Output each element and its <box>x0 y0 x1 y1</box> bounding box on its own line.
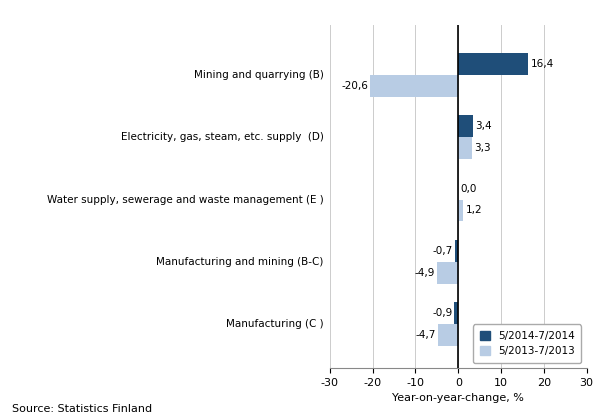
Text: -0,7: -0,7 <box>433 246 453 256</box>
Bar <box>437 262 458 284</box>
Bar <box>458 137 472 159</box>
X-axis label: Year-on-year-change, %: Year-on-year-change, % <box>392 393 524 403</box>
Bar <box>458 53 529 75</box>
Bar <box>370 75 458 97</box>
Text: Water supply, sewerage and waste management (E ): Water supply, sewerage and waste managem… <box>47 194 324 204</box>
Text: 16,4: 16,4 <box>530 59 554 69</box>
Bar <box>455 240 458 262</box>
Bar <box>438 324 458 346</box>
Text: 3,3: 3,3 <box>475 143 491 153</box>
Bar <box>458 115 473 137</box>
Text: -20,6: -20,6 <box>341 81 368 91</box>
Text: Source: Statistics Finland: Source: Statistics Finland <box>12 404 152 414</box>
Text: Mining and quarrying (B): Mining and quarrying (B) <box>194 70 324 80</box>
Legend: 5/2014-7/2014, 5/2013-7/2013: 5/2014-7/2014, 5/2013-7/2013 <box>474 324 581 363</box>
Text: -0,9: -0,9 <box>432 308 452 319</box>
Text: -4,9: -4,9 <box>415 268 435 278</box>
Text: Electricity, gas, steam, etc. supply  (D): Electricity, gas, steam, etc. supply (D) <box>121 132 324 142</box>
Text: Manufacturing and mining (B-C): Manufacturing and mining (B-C) <box>156 257 324 267</box>
Text: -4,7: -4,7 <box>415 330 436 340</box>
Text: Manufacturing (C ): Manufacturing (C ) <box>226 319 324 329</box>
Text: 0,0: 0,0 <box>461 184 477 194</box>
Text: 3,4: 3,4 <box>475 121 492 131</box>
Bar <box>458 199 463 222</box>
Text: 1,2: 1,2 <box>466 206 482 216</box>
Bar <box>455 302 458 324</box>
